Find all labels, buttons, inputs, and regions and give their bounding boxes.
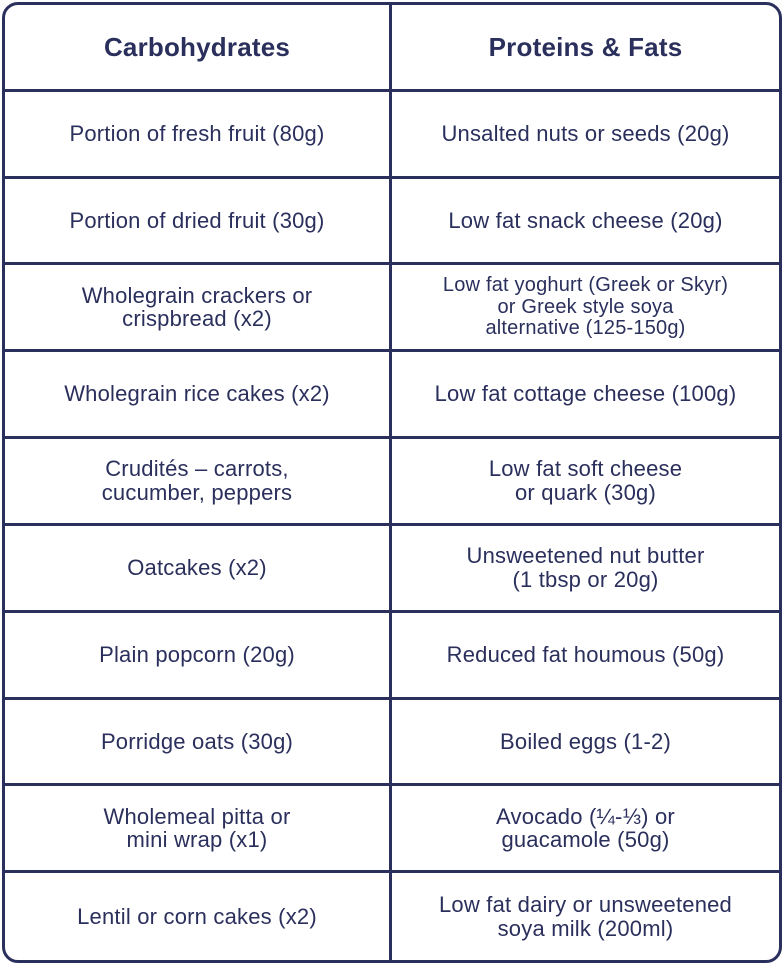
protein-cell: Low fat cottage cheese (100g)	[392, 352, 779, 440]
carb-cell: Wholemeal pitta or mini wrap (x1)	[5, 786, 392, 874]
carb-cell: Portion of dried fruit (30g)	[5, 178, 392, 266]
carb-cell: Porridge oats (30g)	[5, 699, 392, 787]
protein-cell: Low fat snack cheese (20g)	[392, 179, 779, 266]
carb-cell: Wholegrain crackers or crispbread (x2)	[5, 265, 392, 353]
protein-cell: Avocado (¼-⅓) or guacamole (50g)	[392, 786, 779, 874]
carb-cell: Portion of fresh fruit (80g)	[5, 91, 392, 179]
protein-cell: Reduced fat houmous (50g)	[392, 613, 779, 700]
protein-cell: Boiled eggs (1-2)	[392, 700, 779, 787]
protein-cell: Unsalted nuts or seeds (20g)	[392, 92, 779, 179]
carb-cell: Lentil or corn cakes (x2)	[5, 873, 392, 960]
header-carbohydrates: Carbohydrates	[5, 5, 392, 92]
protein-cell: Low fat soft cheese or quark (30g)	[392, 439, 779, 526]
carb-cell: Plain popcorn (20g)	[5, 612, 392, 700]
header-proteins-fats: Proteins & Fats	[392, 5, 779, 92]
carb-cell: Oatcakes (x2)	[5, 525, 392, 613]
protein-cell: Unsweetened nut butter (1 tbsp or 20g)	[392, 526, 779, 613]
protein-cell: Low fat yoghurt (Greek or Skyr) or Greek…	[392, 265, 779, 353]
protein-cell: Low fat dairy or unsweetened soya milk (…	[439, 891, 732, 941]
carb-cell: Crudités – carrots, cucumber, peppers	[5, 439, 392, 526]
carb-cell: Wholegrain rice cakes (x2)	[5, 352, 392, 440]
